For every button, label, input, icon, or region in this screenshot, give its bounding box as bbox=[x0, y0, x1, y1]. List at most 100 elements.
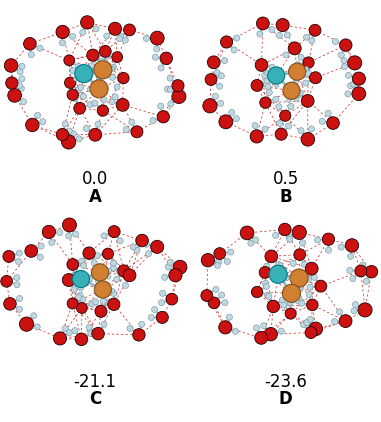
Circle shape bbox=[304, 67, 309, 71]
Circle shape bbox=[322, 233, 335, 245]
Circle shape bbox=[284, 276, 289, 281]
Text: A: A bbox=[89, 187, 102, 206]
Circle shape bbox=[221, 36, 233, 48]
Circle shape bbox=[269, 64, 275, 70]
Circle shape bbox=[70, 33, 76, 39]
Circle shape bbox=[213, 287, 219, 292]
Circle shape bbox=[363, 279, 370, 284]
Circle shape bbox=[14, 275, 20, 281]
Circle shape bbox=[269, 332, 275, 338]
Circle shape bbox=[110, 64, 116, 70]
Circle shape bbox=[95, 305, 107, 317]
Circle shape bbox=[118, 33, 124, 39]
Circle shape bbox=[78, 258, 85, 264]
Circle shape bbox=[87, 49, 99, 61]
Circle shape bbox=[38, 243, 44, 249]
Circle shape bbox=[109, 74, 115, 81]
Circle shape bbox=[327, 117, 339, 130]
Circle shape bbox=[59, 40, 65, 46]
Circle shape bbox=[256, 17, 269, 30]
Circle shape bbox=[274, 83, 279, 87]
Circle shape bbox=[37, 254, 43, 260]
Circle shape bbox=[106, 274, 111, 279]
Circle shape bbox=[307, 316, 314, 322]
Circle shape bbox=[96, 279, 100, 284]
Circle shape bbox=[93, 299, 99, 305]
Circle shape bbox=[167, 260, 173, 265]
Circle shape bbox=[16, 306, 22, 312]
Circle shape bbox=[24, 38, 36, 50]
Circle shape bbox=[127, 325, 133, 331]
Circle shape bbox=[123, 269, 136, 282]
Circle shape bbox=[16, 83, 22, 89]
Circle shape bbox=[26, 118, 39, 132]
Circle shape bbox=[116, 98, 129, 111]
Circle shape bbox=[214, 70, 220, 76]
Circle shape bbox=[103, 53, 109, 59]
Circle shape bbox=[95, 121, 101, 127]
Circle shape bbox=[272, 233, 279, 238]
Circle shape bbox=[295, 62, 301, 68]
Circle shape bbox=[267, 300, 280, 313]
Circle shape bbox=[101, 97, 107, 103]
Circle shape bbox=[253, 237, 259, 243]
Circle shape bbox=[72, 95, 78, 101]
Circle shape bbox=[77, 292, 83, 298]
Circle shape bbox=[292, 225, 306, 239]
Circle shape bbox=[264, 263, 270, 269]
Circle shape bbox=[131, 126, 143, 138]
Circle shape bbox=[339, 39, 352, 51]
Circle shape bbox=[289, 63, 306, 80]
Circle shape bbox=[283, 52, 289, 58]
Circle shape bbox=[211, 300, 217, 306]
Circle shape bbox=[75, 87, 81, 93]
Circle shape bbox=[25, 245, 38, 257]
Circle shape bbox=[8, 89, 21, 102]
Circle shape bbox=[83, 247, 95, 259]
Circle shape bbox=[71, 272, 77, 279]
Circle shape bbox=[280, 110, 291, 121]
Circle shape bbox=[87, 102, 93, 108]
Circle shape bbox=[40, 119, 46, 125]
Circle shape bbox=[92, 327, 104, 340]
Circle shape bbox=[118, 73, 129, 84]
Circle shape bbox=[88, 330, 94, 337]
Circle shape bbox=[167, 75, 173, 81]
Circle shape bbox=[6, 77, 18, 89]
Circle shape bbox=[150, 117, 156, 124]
Circle shape bbox=[341, 64, 347, 70]
Circle shape bbox=[207, 56, 220, 69]
Circle shape bbox=[284, 32, 290, 38]
Circle shape bbox=[42, 225, 56, 238]
Circle shape bbox=[351, 81, 357, 87]
Circle shape bbox=[34, 324, 40, 330]
Circle shape bbox=[64, 55, 75, 66]
Circle shape bbox=[307, 299, 318, 311]
Circle shape bbox=[273, 270, 279, 276]
Circle shape bbox=[269, 27, 275, 32]
Circle shape bbox=[150, 240, 164, 253]
Circle shape bbox=[28, 51, 34, 58]
Circle shape bbox=[215, 262, 221, 268]
Text: 0.5: 0.5 bbox=[273, 170, 299, 188]
Circle shape bbox=[162, 274, 168, 280]
Circle shape bbox=[35, 112, 41, 118]
Circle shape bbox=[56, 128, 69, 141]
Circle shape bbox=[275, 128, 287, 140]
Circle shape bbox=[309, 322, 323, 335]
Circle shape bbox=[17, 69, 23, 75]
Circle shape bbox=[294, 97, 299, 101]
Circle shape bbox=[266, 293, 272, 300]
Circle shape bbox=[110, 288, 115, 293]
Circle shape bbox=[298, 54, 304, 60]
Circle shape bbox=[360, 262, 366, 268]
Circle shape bbox=[37, 45, 43, 51]
Circle shape bbox=[81, 262, 87, 268]
Circle shape bbox=[299, 270, 305, 276]
Text: C: C bbox=[89, 390, 101, 408]
Circle shape bbox=[57, 230, 63, 235]
Circle shape bbox=[345, 91, 351, 97]
Circle shape bbox=[152, 54, 158, 60]
Circle shape bbox=[332, 38, 338, 45]
Circle shape bbox=[261, 323, 267, 329]
